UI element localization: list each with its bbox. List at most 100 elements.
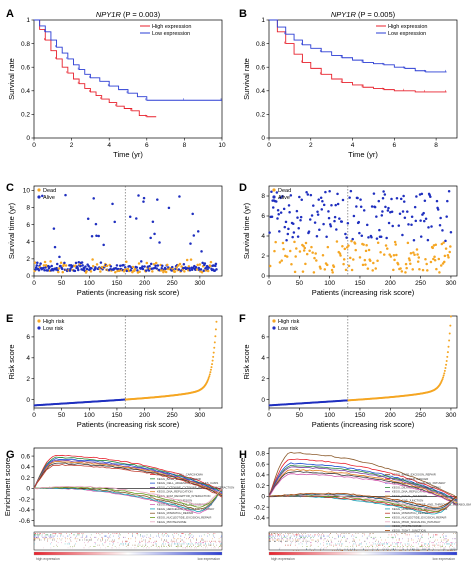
dead-point: [376, 241, 380, 244]
legend-label: Low risk: [43, 326, 63, 332]
enrichment-curve: [268, 458, 458, 500]
risk-plot-e: 0 50 100 150 200 250 300 0 2 4 6 Patients (increasi…: [7, 315, 223, 429]
x-tick-label: 250: [167, 280, 178, 287]
dead-point: [374, 267, 377, 270]
legend-label: Low expression: [388, 31, 426, 37]
alive-point: [214, 264, 217, 268]
dead-point: [394, 243, 397, 246]
enrichment-curve: [33, 456, 223, 493]
dead-point: [313, 256, 316, 260]
legend-marker: [37, 326, 41, 330]
dead-point: [178, 262, 182, 266]
y-tick-label: 0.8: [21, 41, 30, 48]
legend-label: KEGG_ECM_RECEPTOR_INTERACTION: [157, 494, 210, 498]
dead-point: [145, 261, 149, 265]
status-plot-d: 0 50 100 150 200 250 300 0 2 4 6 8 Patients (increas…: [242, 185, 458, 297]
alive-point: [345, 236, 348, 239]
x-axis-label: Patients (increasing risk score): [77, 288, 180, 297]
dead-point: [91, 258, 94, 261]
dead-point: [440, 242, 444, 246]
alive-point: [270, 190, 273, 194]
legend-label: Alive: [43, 195, 55, 201]
high-risk-point: [211, 359, 214, 362]
x-axis-label: Patients (increasing risk score): [312, 420, 415, 429]
alive-point: [322, 203, 326, 207]
alive-point: [299, 219, 302, 222]
dead-point: [353, 242, 357, 245]
panel-letter-d: D: [239, 182, 247, 194]
y-tick-label: 1: [261, 17, 265, 24]
dead-point: [321, 253, 325, 257]
dead-point: [358, 256, 362, 259]
alive-point: [406, 210, 409, 213]
dead-point: [61, 270, 65, 274]
dead-point: [187, 265, 191, 268]
panel-letter-e: E: [6, 313, 13, 325]
dead-point: [152, 263, 156, 266]
alive-point: [358, 231, 361, 235]
alive-point: [64, 193, 67, 197]
alive-point: [52, 227, 56, 230]
alive-point: [330, 204, 333, 207]
dead-point: [126, 267, 130, 271]
y-tick-label: 2: [26, 376, 30, 383]
dead-point: [425, 262, 428, 266]
dead-point: [439, 264, 443, 267]
alive-point: [403, 216, 407, 219]
y-tick-label: -0.2: [19, 496, 31, 503]
dead-point: [33, 261, 37, 264]
dead-point: [379, 251, 382, 254]
x-tick-label: 50: [296, 280, 304, 287]
dead-point: [282, 247, 285, 251]
dead-point: [166, 263, 169, 267]
alive-point: [143, 265, 146, 268]
alive-point: [279, 211, 283, 214]
alive-point: [349, 189, 353, 193]
risk-plot-f: 0 50 100 150 200 250 300 0 2 4 6 Patients (increasi…: [242, 315, 458, 429]
enrichment-curve: [268, 469, 458, 503]
x-tick-label: 250: [167, 412, 178, 419]
high-risk-point: [440, 379, 443, 382]
alive-point: [170, 265, 174, 269]
y-tick-label: 0: [26, 273, 30, 280]
alive-point: [445, 215, 448, 218]
x-tick-label: 50: [296, 412, 304, 419]
legend-marker: [272, 188, 276, 192]
alive-point: [316, 210, 319, 214]
x-tick-label: 150: [355, 412, 366, 419]
dead-point: [114, 270, 117, 274]
alive-point: [390, 210, 394, 214]
high-risk-point: [212, 351, 215, 354]
alive-point: [128, 215, 132, 219]
alive-point: [271, 206, 275, 209]
dead-point: [209, 260, 213, 264]
dead-point: [315, 259, 318, 262]
alive-point: [90, 235, 94, 238]
alive-point: [43, 268, 46, 272]
alive-point: [308, 218, 312, 221]
y-tick-label: 0.4: [21, 88, 30, 95]
low-expression-label: low expression: [433, 557, 456, 561]
alive-point: [420, 192, 424, 196]
x-tick-label: 200: [385, 412, 396, 419]
alive-point: [397, 224, 401, 227]
dead-point: [323, 268, 327, 271]
alive-point: [197, 266, 201, 270]
alive-point: [327, 210, 330, 213]
alive-point: [410, 215, 414, 218]
alive-point: [196, 230, 200, 233]
alive-point: [423, 219, 426, 223]
enrichment-curve: [33, 486, 223, 508]
dead-point: [364, 249, 368, 253]
dead-point: [293, 240, 296, 244]
alive-point: [348, 196, 351, 199]
dead-point: [280, 259, 283, 262]
alive-point: [429, 195, 432, 199]
legend-label: KEGG_DNA_REPLICATION: [157, 490, 193, 494]
expression-gradient-bar: [33, 551, 223, 556]
dead-point: [200, 270, 204, 274]
dead-point: [95, 263, 99, 266]
alive-point: [215, 268, 218, 271]
alive-point: [268, 231, 271, 234]
dead-point: [154, 261, 158, 265]
